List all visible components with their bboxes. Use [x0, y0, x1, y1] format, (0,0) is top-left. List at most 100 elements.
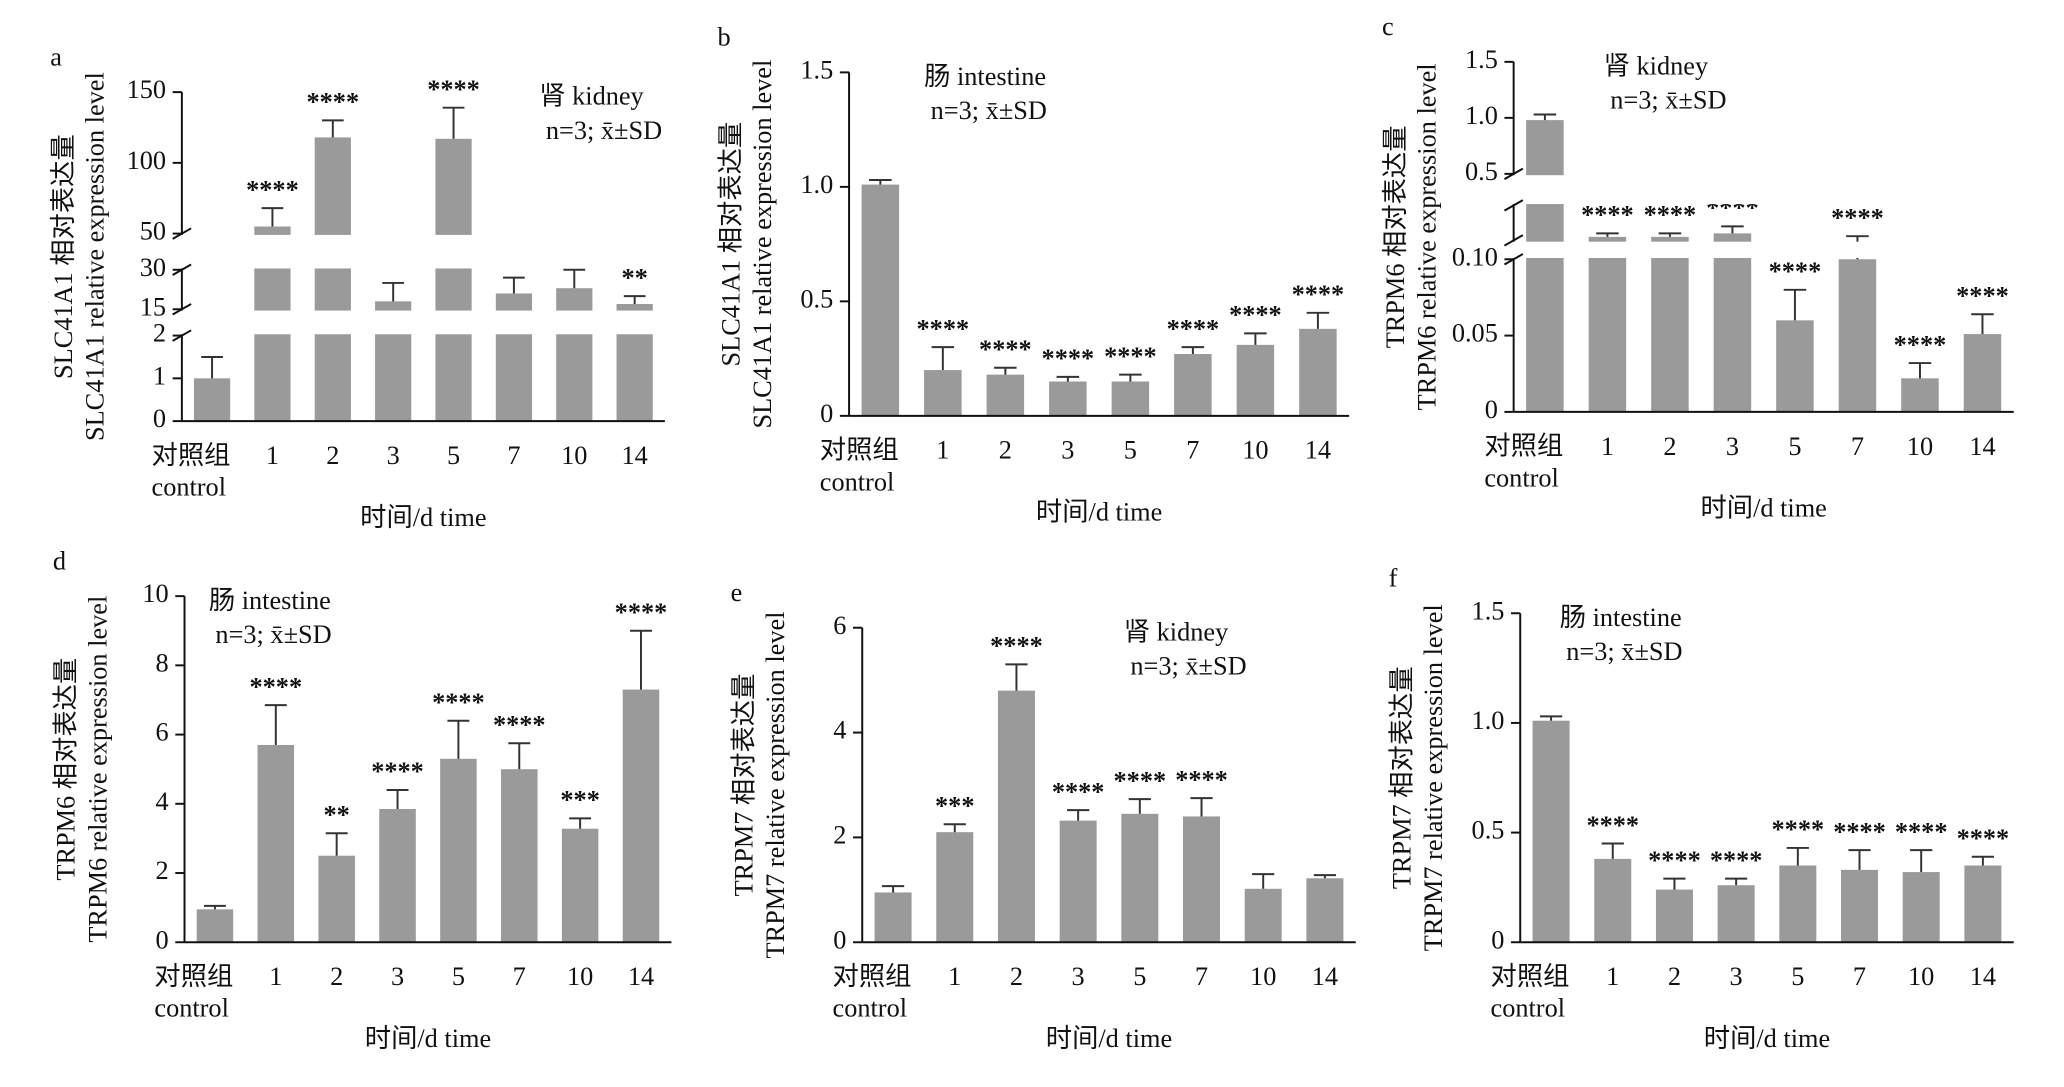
x-tick-label: 7 — [1195, 962, 1208, 991]
axis-break — [1505, 175, 2019, 205]
note: 肠 intestine — [924, 62, 1046, 91]
y-tick-label: 1.5 — [1465, 45, 1498, 74]
y-tick-label: 1.0 — [800, 170, 833, 199]
x-tick-label: 对照组 control — [154, 962, 239, 1023]
significance: **** — [1772, 815, 1825, 844]
bar — [561, 828, 599, 943]
x-tick-label: 7 — [1186, 436, 1199, 465]
bar — [1963, 334, 2002, 412]
x-tick-label: 14 — [1969, 432, 1995, 461]
y-tick-label: 100 — [127, 146, 166, 175]
bar — [435, 138, 472, 422]
significance: *** — [560, 786, 599, 815]
significance: **** — [1895, 817, 1948, 846]
x-tick-label: 2 — [326, 441, 339, 470]
significance: **** — [307, 88, 360, 117]
y-tick-label: 0 — [1485, 395, 1498, 424]
note: 肠 intestine — [1560, 603, 1682, 632]
panel: **** **** ********************00.050.100.5… — [1381, 12, 2019, 523]
bar — [622, 689, 660, 943]
x-tick-label: 2 — [1663, 432, 1676, 461]
panel: **** **** **** **** **** **** **** 0 0.5 1.0 1.5 对照… — [1387, 563, 2014, 1053]
x-tick-label: 10 — [1907, 432, 1933, 461]
significance: **** — [493, 710, 546, 739]
panel-letter: c — [1382, 12, 1394, 41]
bar — [1059, 820, 1097, 943]
bar — [1840, 869, 1879, 943]
x-tick-label: 5 — [1124, 436, 1137, 465]
x-tick-label: 对照组 control — [152, 441, 237, 502]
significance: **** — [1229, 301, 1282, 330]
bar — [193, 378, 231, 422]
bar — [1532, 720, 1570, 943]
bar — [1174, 354, 1212, 416]
x-tick-label: 14 — [622, 441, 648, 470]
x-tick-label: 14 — [1305, 436, 1331, 465]
bar — [257, 744, 295, 943]
significance: **** — [1648, 846, 1701, 875]
note: n=3; x̄±SD — [931, 96, 1047, 125]
y-tick-label: 0.5 — [800, 284, 833, 313]
x-tick-label: 14 — [1312, 962, 1338, 991]
note: 肾 kidney — [1604, 51, 1709, 80]
significance: **** — [1052, 777, 1105, 806]
y-tick-label: 4 — [156, 787, 169, 816]
y-tick-label: 1.5 — [1472, 596, 1505, 625]
axis-break — [1505, 241, 2019, 258]
y-tick-label: 8 — [156, 648, 169, 677]
x-tick-label: 2 — [1668, 962, 1681, 991]
bar — [1776, 320, 1814, 412]
x-tick-label: 对照组 control — [1484, 432, 1569, 493]
x-tick-label: 3 — [391, 962, 404, 991]
x-tick-label: 5 — [447, 441, 460, 470]
bar — [314, 137, 351, 422]
y-tick-label: 1.0 — [1465, 101, 1498, 130]
y-tick-label: 0.5 — [1472, 816, 1505, 845]
x-tick-label: 3 — [1730, 962, 1743, 991]
y-tick-label: 150 — [127, 75, 166, 104]
x-tick-label: 对照组 control — [1491, 962, 1576, 1023]
significance: **** — [1167, 314, 1220, 343]
x-tick-label: 14 — [628, 962, 654, 991]
significance: **** — [1586, 811, 1639, 840]
x-tick-label: 2 — [999, 436, 1012, 465]
significance: **** — [432, 688, 485, 717]
x-tick-label: 1 — [936, 436, 949, 465]
y-axis-title: TRPM7 相对表达量 — [729, 674, 758, 897]
bar — [1183, 816, 1221, 943]
y-tick-label: 10 — [142, 579, 168, 608]
significance: **** — [1104, 342, 1157, 371]
x-tick-label: 1 — [1606, 962, 1619, 991]
bar — [556, 288, 593, 422]
panel-letter: e — [731, 578, 743, 607]
x-tick-label: 7 — [1851, 432, 1864, 461]
panel: **** **** **** **** **** **** **** 0 0.5 1.0 1.5 对照… — [716, 23, 1350, 527]
y-tick-label: 0 — [1491, 925, 1504, 954]
panel-letter: a — [50, 42, 62, 71]
y-axis-title: TRPM6 相对表达量 — [52, 658, 81, 881]
significance: **** — [1175, 765, 1228, 794]
bar — [1594, 858, 1632, 943]
y-tick-label: 2 — [833, 820, 846, 849]
x-tick-label: 1 — [948, 962, 961, 991]
bar — [1902, 872, 1940, 943]
significance: **** — [1581, 201, 1634, 230]
significance: **** — [250, 672, 303, 701]
x-tick-label: 7 — [507, 441, 520, 470]
y-tick-label: 1.0 — [1472, 706, 1505, 735]
bar — [997, 690, 1035, 943]
y-axis-title: TRPM7 相对表达量 — [1387, 666, 1416, 889]
significance: **** — [371, 757, 424, 786]
bar — [861, 184, 900, 416]
y-tick-label: 6 — [833, 611, 846, 640]
bar — [1588, 236, 1627, 412]
bar — [1244, 888, 1282, 943]
x-tick-label: 5 — [1133, 962, 1146, 991]
significance: **** — [1114, 766, 1167, 795]
x-tick-label: 10 — [1242, 436, 1268, 465]
bar — [1901, 378, 1939, 412]
x-tick-label: 5 — [1791, 962, 1804, 991]
